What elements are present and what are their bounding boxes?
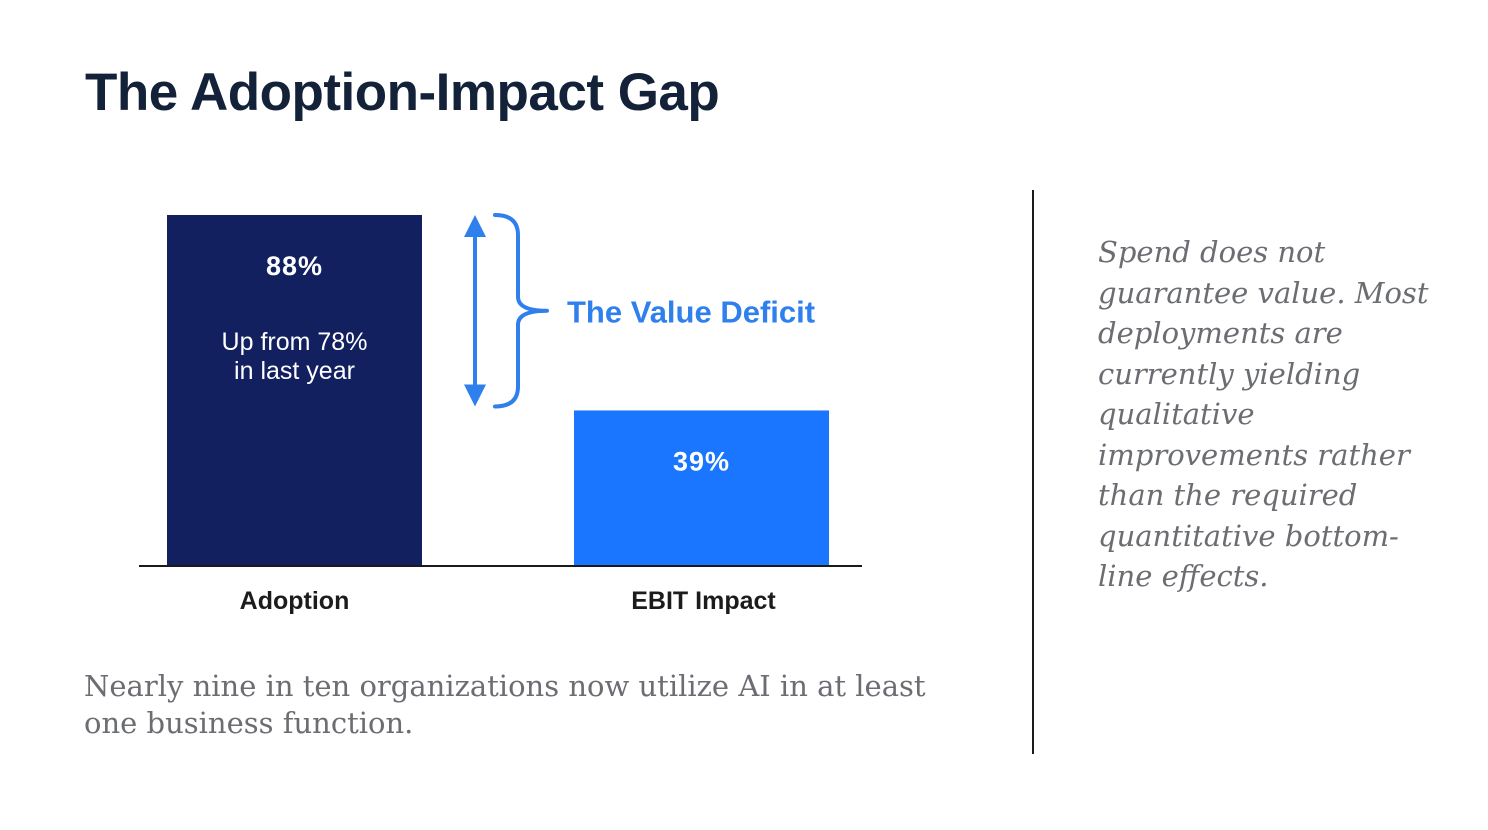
chart-caption: Nearly nine in ten organizations now uti… [84,669,926,740]
gap-arrow-head-down [464,384,486,407]
bar-note-line: in last year [234,357,355,385]
x-tick-label: Adoption [240,587,350,615]
bar-value-label: 88% [266,251,323,281]
bar-chart: 88% Up from 78%in last year Adoption 39% EBI… [139,213,862,615]
x-tick-label: EBIT Impact [631,587,776,615]
gap-annotation-label: The Value Deficit [567,295,815,330]
bar-ebit-impact [574,410,829,566]
bar-value-label: 39% [673,446,730,476]
side-note: Spend does not guarantee value. Most dep… [1098,235,1429,593]
bar-note-line: Up from 78% [222,328,368,356]
vertical-divider [1032,190,1034,754]
gap-arrow-head-up [464,215,486,237]
gap-brace [493,213,549,409]
page-title: The Adoption-Impact Gap [85,63,720,122]
bar-adoption [167,215,422,566]
